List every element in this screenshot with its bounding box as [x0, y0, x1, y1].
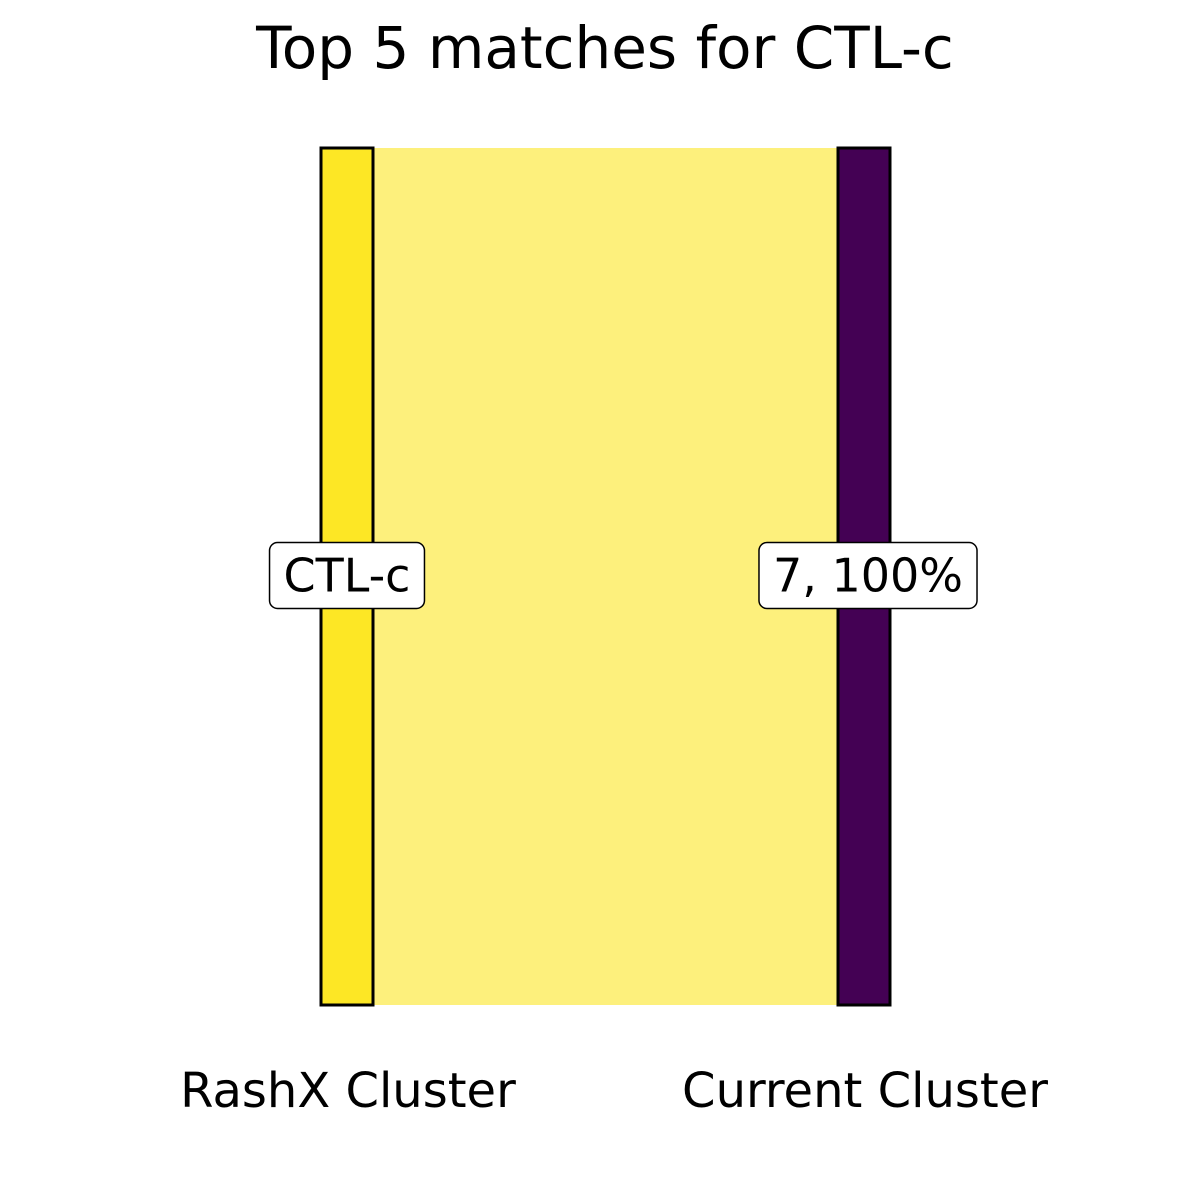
- labels-layer: CTL-c 7, 100%: [268, 541, 978, 610]
- flow-band-ctl-c-to-7: [373, 148, 838, 1005]
- axis-label-rashx-cluster: RashX Cluster: [180, 1063, 516, 1119]
- right-node-label-box: [758, 541, 978, 610]
- right-node-label: 7, 100%: [758, 541, 978, 610]
- flows-layer: [373, 148, 838, 1005]
- axis-label-current-cluster: Current Cluster: [682, 1063, 1048, 1119]
- right-node-label-text: 7, 100%: [773, 549, 963, 603]
- left-node-label: CTL-c: [268, 541, 426, 610]
- left-node-label-box: [268, 541, 426, 610]
- chart-title: Top 5 matches for CTL-c: [255, 14, 954, 82]
- left-node-label-text: CTL-c: [284, 549, 411, 603]
